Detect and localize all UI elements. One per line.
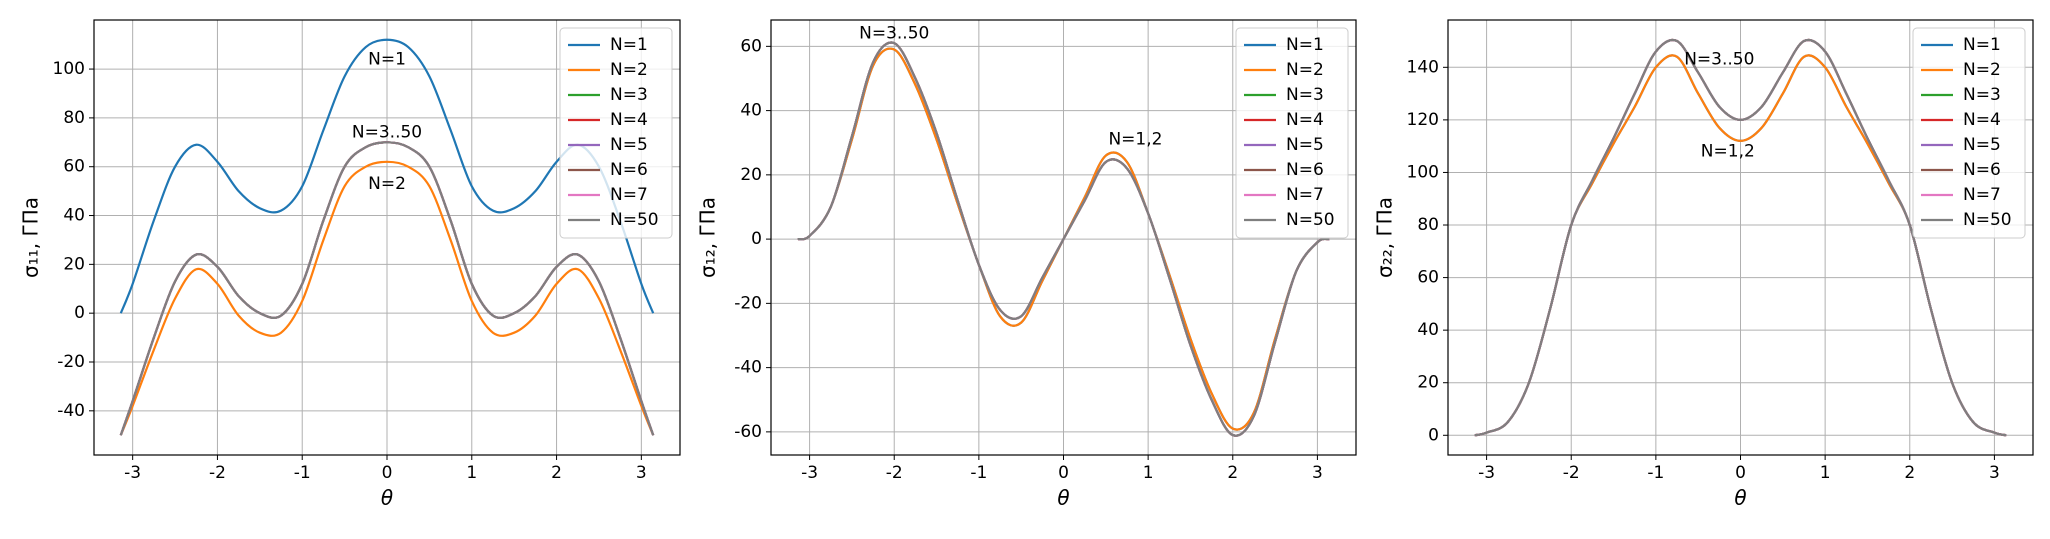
y-tick-label: 80 (1417, 215, 1439, 235)
line (119, 141, 655, 436)
x-tick-label: -1 (970, 463, 987, 483)
x-tick-label: 0 (1058, 463, 1069, 483)
y-tick-label: 60 (1417, 268, 1439, 288)
legend-box (559, 27, 673, 239)
x-axis-label: θ (1057, 486, 1069, 510)
annotation: N=3..50 (859, 23, 929, 43)
legend-label: N=5 (1963, 135, 2001, 155)
y-tick-label: 140 (1407, 57, 1439, 77)
line (119, 160, 655, 436)
y-tick-label: 0 (751, 229, 762, 249)
x-tick-label: 1 (1143, 463, 1154, 483)
y-axis-label: σ₁₂, ГПа (696, 197, 720, 278)
x-axis-label: θ (1734, 486, 1746, 510)
x-tick-label: 3 (636, 463, 647, 483)
x-tick-label: 3 (1989, 463, 2000, 483)
y-tick-label: 20 (1417, 373, 1439, 393)
legend-label: N=6 (1286, 160, 1324, 180)
legend-label: N=2 (1286, 60, 1324, 80)
legend-label: N=3 (610, 85, 648, 105)
legend-label: N=3 (1286, 85, 1324, 105)
x-tick-label: -3 (124, 463, 141, 483)
y-tick-label: 40 (63, 206, 85, 226)
x-tick-label: -1 (294, 463, 311, 483)
legend-label: N=1 (1286, 35, 1324, 55)
line (1474, 38, 2007, 437)
legend-label: N=2 (1963, 60, 2001, 80)
x-tick-label: -2 (1563, 463, 1580, 483)
y-tick-label: -20 (734, 293, 762, 313)
y-tick-label: 100 (53, 59, 85, 79)
y-tick-label: -20 (57, 352, 85, 372)
annotation: N=1,2 (1108, 130, 1162, 150)
y-tick-label: 40 (1417, 320, 1439, 340)
x-tick-label: -1 (1647, 463, 1664, 483)
y-axis-label: σ₁₁, ГПа (19, 197, 43, 278)
y-tick-label: 20 (740, 165, 762, 185)
legend-label: N=7 (610, 185, 648, 205)
legend-label: N=4 (1286, 110, 1324, 130)
y-tick-label: -40 (734, 358, 762, 378)
y-tick-label: -40 (57, 401, 85, 421)
y-tick-label: -60 (734, 422, 762, 442)
y-tick-label: 60 (740, 36, 762, 56)
legend-label: N=5 (1286, 135, 1324, 155)
legend-box (1912, 27, 2026, 239)
x-tick-label: 1 (466, 463, 477, 483)
legend-label: N=6 (1963, 160, 2001, 180)
legend-label: N=3 (1963, 85, 2001, 105)
x-tick-label: 2 (1904, 463, 1915, 483)
x-tick-label: 2 (1227, 463, 1238, 483)
y-axis-label: σ₂₂, ГПа (1373, 197, 1397, 278)
legend-label: N=5 (610, 135, 648, 155)
x-tick-label: 2 (551, 463, 562, 483)
x-tick-label: -3 (801, 463, 818, 483)
x-tick-label: -2 (886, 463, 903, 483)
y-tick-label: 0 (1428, 425, 1439, 445)
legend-label: N=50 (610, 210, 659, 230)
annotation: N=2 (368, 174, 406, 194)
plot-frame (770, 19, 1357, 456)
x-tick-label: 3 (1312, 463, 1323, 483)
x-tick-label: 1 (1820, 463, 1831, 483)
annotation: N=3..50 (1684, 49, 1754, 69)
annotation: N=1 (368, 49, 406, 69)
x-tick-label: -3 (1478, 463, 1495, 483)
legend-label: N=4 (1963, 110, 2001, 130)
x-tick-label: -2 (209, 463, 226, 483)
line (797, 41, 1330, 437)
y-tick-label: 120 (1407, 110, 1439, 130)
x-tick-label: 0 (382, 463, 393, 483)
y-tick-label: 100 (1407, 162, 1439, 182)
legend-label: N=50 (1286, 210, 1335, 230)
y-tick-label: 0 (74, 303, 85, 323)
legend-label: N=2 (610, 60, 648, 80)
annotation: N=3..50 (352, 123, 422, 143)
legend-label: N=7 (1286, 185, 1324, 205)
x-tick-label: 0 (1735, 463, 1746, 483)
plot-frame (1447, 19, 2034, 456)
y-tick-label: 20 (63, 254, 85, 274)
legend-label: N=7 (1963, 185, 2001, 205)
plot-frame (93, 19, 681, 456)
legend-label: N=50 (1963, 210, 2012, 230)
y-tick-label: 40 (740, 101, 762, 121)
y-tick-label: 80 (63, 108, 85, 128)
y-tick-label: 60 (63, 157, 85, 177)
legend-label: N=4 (610, 110, 648, 130)
legend-box (1235, 27, 1349, 239)
legend-label: N=1 (610, 35, 648, 55)
x-axis-label: θ (381, 486, 393, 510)
legend-label: N=1 (1963, 35, 2001, 55)
legend-label: N=6 (610, 160, 648, 180)
annotation: N=1,2 (1701, 141, 1755, 161)
